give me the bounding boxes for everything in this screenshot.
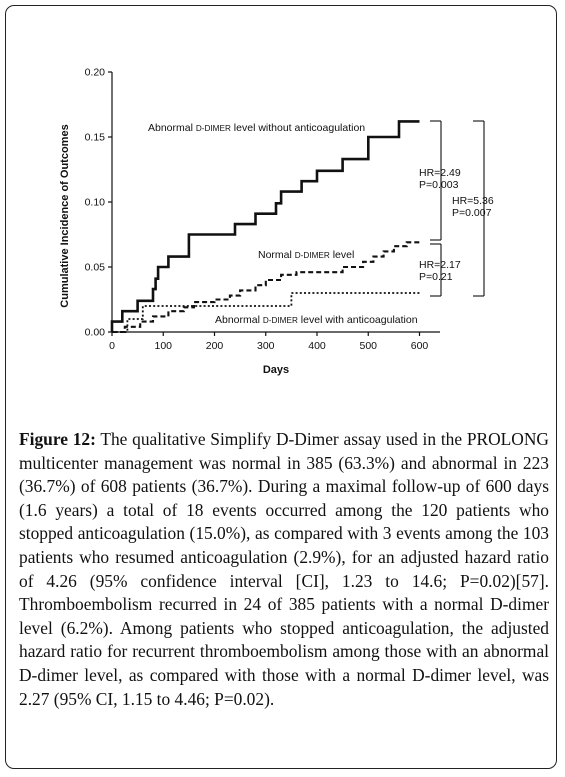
hr-annotation: P=0.007	[452, 207, 492, 219]
label-without-anticoagulation: Abnormal D-DIMER level without anticoagu…	[148, 122, 365, 134]
chart-axes: 0.00 0.05 0.10 0.15 0.20 0 100 200 300 400 500 600 D…	[59, 67, 440, 376]
y-tick-label: 0.05	[85, 262, 106, 274]
km-chart: 0.00 0.05 0.10 0.15 0.20 0 100 200 300 400 500 600 D…	[59, 67, 494, 376]
label-normal-d-dimer: Normal D-DIMER level	[258, 249, 354, 261]
chart-annotations: HR=2.49P=0.003 HR=5.36P=0.007 HR=2.17P=0.2…	[419, 120, 494, 297]
x-tick-label: 400	[308, 340, 326, 352]
hr-annotation: P=0.003	[419, 179, 459, 191]
y-tick-label: 0.20	[85, 67, 106, 79]
hr-annotation: HR=5.36	[452, 195, 494, 207]
x-tick-label: 500	[359, 340, 377, 352]
series-line-solid	[110, 120, 420, 332]
hr-annotation: P=0.21	[419, 271, 453, 283]
x-tick-label: 200	[206, 340, 224, 352]
figure-frame	[5, 5, 557, 769]
chart-series	[110, 120, 420, 334]
y-tick-label: 0.10	[85, 197, 106, 209]
label-with-anticoagulation: Abnormal D-DIMER level with anticoagulat…	[215, 314, 418, 326]
x-tick-label: 600	[411, 340, 429, 352]
hr-annotation: HR=2.49	[419, 167, 461, 179]
series-line-dashed	[112, 241, 420, 334]
y-tick-label: 0.00	[85, 327, 106, 339]
figure-label: Figure 12:	[19, 429, 96, 449]
x-tick-label: 0	[109, 340, 115, 352]
series-line-dotted	[112, 292, 420, 333]
x-axis-title: Days	[263, 364, 289, 376]
y-tick-label: 0.15	[85, 132, 106, 144]
figure-caption: Figure 12: The qualitative Simplify D-Di…	[19, 428, 549, 711]
caption-text: The qualitative Simplify D-Dimer assay u…	[19, 429, 549, 709]
x-tick-label: 100	[154, 340, 172, 352]
hr-annotation: HR=2.17	[419, 259, 461, 271]
y-axis-title: Cumulative Incidence of Outcomes	[59, 124, 71, 307]
x-tick-label: 300	[257, 340, 275, 352]
chart-labels: Abnormal D-DIMER level without anticoagu…	[148, 122, 418, 326]
